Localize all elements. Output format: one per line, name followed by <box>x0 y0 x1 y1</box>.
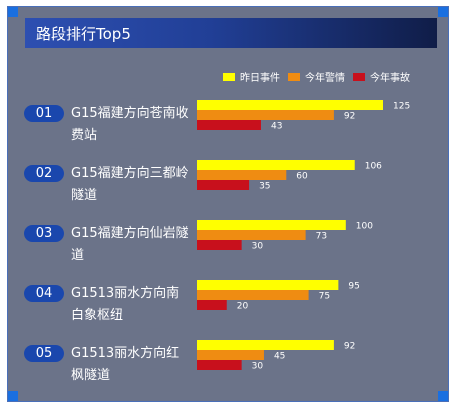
rank-badge: 03 <box>24 225 64 242</box>
rank-badge: 01 <box>24 105 64 122</box>
bar-value-label: 95 <box>348 282 359 292</box>
bar-value-label: 75 <box>319 292 330 302</box>
bar-value-label: 60 <box>296 172 308 182</box>
road-name: G1513丽水方向红枫隧道 <box>71 346 180 383</box>
bar-value-label: 73 <box>316 232 327 242</box>
legend-item-year-alerts: 今年警情 <box>288 69 345 84</box>
corner-decoration <box>8 7 18 17</box>
bar-yesterday <box>197 220 346 230</box>
legend-swatch <box>223 72 235 81</box>
bar-yesterday <box>197 160 355 170</box>
bar-year-accidents <box>197 180 250 190</box>
road-name: G15福建方向苍南收费站 <box>71 106 189 143</box>
corner-decoration <box>438 391 448 401</box>
bar-value-label: 20 <box>237 302 249 312</box>
bar-year-alerts <box>197 170 287 180</box>
bar-year-accidents <box>197 240 242 250</box>
bar-yesterday <box>197 340 334 350</box>
bar-value-label: 125 <box>393 102 410 112</box>
bar-value-label: 30 <box>252 242 264 252</box>
bar-value-label: 35 <box>259 182 270 192</box>
ranking-panel: 路段排行Top5 昨日事件 今年警情 今年事故 01 G15福建方向苍南收费站 … <box>7 6 449 402</box>
bar-year-alerts <box>197 230 306 240</box>
bar-value-label: 106 <box>365 162 382 172</box>
corner-decoration <box>8 391 18 401</box>
bar-value-label: 92 <box>344 342 355 352</box>
bar-value-label: 30 <box>252 362 264 372</box>
bar-value-label: 100 <box>356 222 373 232</box>
rank-badge: 02 <box>24 165 64 182</box>
panel-title: 路段排行Top5 <box>25 18 437 48</box>
legend-label: 今年事故 <box>370 73 410 84</box>
bar-year-accidents <box>197 120 261 130</box>
rank-badge: 04 <box>24 285 64 302</box>
legend-item-year-accidents: 今年事故 <box>353 69 410 84</box>
legend-item-yesterday: 昨日事件 <box>223 69 280 84</box>
road-name: G1513丽水方向南白象枢纽 <box>71 286 180 323</box>
bar-chart: 125 92 43 106 60 35 100 73 30 95 75 20 92 45 30 <box>197 100 410 372</box>
chart-legend: 昨日事件 今年警情 今年事故 <box>223 69 418 84</box>
bar-year-accidents <box>197 360 242 370</box>
rank-badge: 05 <box>24 345 64 362</box>
bar-year-alerts <box>197 290 309 300</box>
bar-value-label: 92 <box>344 112 355 122</box>
bar-value-label: 43 <box>271 122 282 132</box>
road-name: G15福建方向三都岭隧道 <box>71 166 189 203</box>
legend-label: 今年警情 <box>305 73 345 84</box>
bar-value-label: 45 <box>274 352 285 362</box>
road-name: G15福建方向仙岩隧道 <box>71 226 189 263</box>
legend-swatch <box>288 72 300 81</box>
bar-year-alerts <box>197 350 264 360</box>
bar-year-alerts <box>197 110 334 120</box>
bar-year-accidents <box>197 300 227 310</box>
bar-yesterday <box>197 280 339 290</box>
corner-decoration <box>438 7 448 17</box>
legend-swatch <box>353 72 365 81</box>
legend-label: 昨日事件 <box>240 73 280 84</box>
bar-yesterday <box>197 100 383 110</box>
